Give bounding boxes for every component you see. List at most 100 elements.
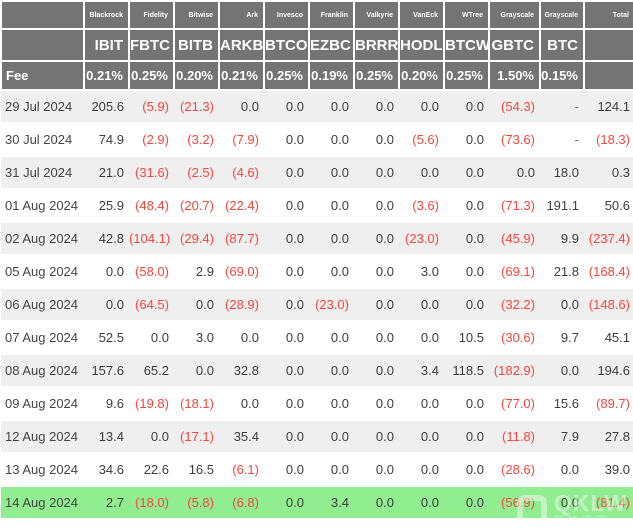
flow-cell: 0.0 (399, 420, 444, 454)
flow-cell: 0.0 (264, 387, 309, 421)
flow-cell: 0.0 (354, 387, 399, 421)
total-cell: (148.6) (584, 288, 633, 322)
corner-cell (0, 0, 85, 30)
flow-cell: 10.5 (444, 321, 489, 355)
flow-cell: 0.0 (264, 420, 309, 454)
date-cell: 02 Aug 2024 (1, 222, 84, 256)
flow-cell: (6.8) (219, 486, 264, 520)
date-cell: 05 Aug 2024 (1, 255, 84, 289)
ticker-row: IBIT FBTC BITB ARKB BTCO EZBC BRRR HODL BTCW GBTC… (0, 28, 633, 62)
flow-cell: 0.0 (264, 90, 309, 124)
empty-header-cell (583, 60, 633, 91)
flow-cell: (87.7) (219, 222, 264, 256)
flow-cell: (23.0) (399, 222, 444, 256)
flow-cell: 0.0 (264, 354, 309, 388)
flow-cell: 42.8 (84, 222, 129, 256)
provider-label: Blackrock (83, 0, 130, 30)
etf-flow-table: Blackrock Fidelity Bitwise Ark Invesco Frankl… (0, 0, 633, 520)
flow-cell: 0.0 (264, 288, 309, 322)
table-row: 30 Jul 2024 74.9 (2.9) (3.2) (7.9) 0.0 0.0 0.0(… (1, 123, 633, 157)
flow-cell: 0.0 (84, 288, 129, 322)
flow-cell: (104.1) (129, 222, 174, 256)
fee-value: 0.25% (263, 60, 310, 91)
flow-cell: 0.0 (309, 90, 354, 124)
flow-cell: 2.9 (174, 255, 219, 289)
flow-cell: 0.0 (444, 189, 489, 223)
flow-cell: (2.5) (174, 156, 219, 190)
ticker-label: BTCO (263, 28, 310, 62)
flow-cell: 0.0 (129, 321, 174, 355)
flow-cell: 0.0 (444, 453, 489, 487)
provider-label: Valkyrie (353, 0, 400, 30)
table-row: 31 Jul 2024 21.0 (31.6) (2.5) (4.6) 0.0 0.0 0.0… (1, 156, 633, 190)
flow-cell: (19.8) (129, 387, 174, 421)
ticker-label: BTCW (443, 28, 490, 62)
flow-cell: 205.6 (84, 90, 129, 124)
flow-cell: 0.0 (444, 222, 489, 256)
ticker-label: HODL (398, 28, 445, 62)
flow-cell: 0.0 (354, 420, 399, 454)
ticker-label: EZBC (308, 28, 355, 62)
flow-cell: 0.0 (309, 222, 354, 256)
ticker-label: ARKB (218, 28, 265, 62)
total-cell: (168.4) (584, 255, 633, 289)
date-cell: 08 Aug 2024 (1, 354, 84, 388)
table-row: 13 Aug 2024 34.6 22.6 16.5 (6.1) 0.0 0.0 0.0 0.0… (1, 453, 633, 487)
flow-cell: 0.0 (444, 486, 489, 520)
fee-value: 1.50% (488, 60, 541, 91)
flow-cell: 191.1 (540, 189, 584, 223)
flow-cell: 0.0 (354, 156, 399, 190)
ticker-label: BRRR (353, 28, 400, 62)
flow-cell: (5.9) (129, 90, 174, 124)
flow-cell: 0.0 (540, 453, 584, 487)
flow-cell: (28.9) (219, 288, 264, 322)
flow-cell: 0.0 (309, 453, 354, 487)
flow-cell: (71.3) (489, 189, 540, 223)
date-cell: 06 Aug 2024 (1, 288, 84, 322)
flow-cell: 0.0 (309, 420, 354, 454)
fee-value: 0.25% (128, 60, 175, 91)
provider-label: Grayscale (488, 0, 541, 30)
fee-value: 0.25% (443, 60, 490, 91)
flow-cell: 22.6 (129, 453, 174, 487)
flow-cell: 21.0 (84, 156, 129, 190)
table-header: Blackrock Fidelity Bitwise Ark Invesco Frankl… (0, 0, 633, 91)
flow-cell: 0.0 (354, 288, 399, 322)
flow-cell: 25.9 (84, 189, 129, 223)
fee-value: 0.21% (83, 60, 130, 91)
table-row: 05 Aug 2024 0.0 (58.0) 2.9 (69.0) 0.0 0.0 0.0 3.… (1, 255, 633, 289)
ticker-label: FBTC (128, 28, 175, 62)
flow-cell: 0.0 (399, 453, 444, 487)
flow-cell: 0.0 (399, 156, 444, 190)
flow-cell: (69.0) (219, 255, 264, 289)
table-row: 07 Aug 2024 52.5 0.0 3.0 0.0 0.0 0.0 0.0 0.0 10.5… (1, 321, 633, 355)
flow-cell: (17.1) (174, 420, 219, 454)
flow-cell: 3.0 (174, 321, 219, 355)
flow-cell: 0.0 (84, 255, 129, 289)
flow-cell: 0.0 (174, 288, 219, 322)
total-cell: 124.1 (584, 90, 633, 124)
flow-cell: (182.9) (489, 354, 540, 388)
flow-cell: 0.0 (444, 420, 489, 454)
fee-value: 0.20% (398, 60, 445, 91)
flow-cell: 3.4 (309, 486, 354, 520)
flow-cell: 0.0 (309, 354, 354, 388)
total-cell: 50.6 (584, 189, 633, 223)
flow-cell: 0.0 (174, 354, 219, 388)
flow-cell: (29.4) (174, 222, 219, 256)
flow-cell: (11.8) (489, 420, 540, 454)
flow-cell: (28.6) (489, 453, 540, 487)
flow-cell: (22.4) (219, 189, 264, 223)
flow-cell: 0.0 (264, 123, 309, 157)
empty-header-cell (583, 28, 633, 62)
flow-cell: 0.0 (444, 387, 489, 421)
table-row: 14 Aug 2024 2.7 (18.0) (5.8) (6.8) 0.0 3.4 0.0 0… (1, 486, 633, 520)
flow-cell: 3.4 (399, 354, 444, 388)
total-cell: 39.0 (584, 453, 633, 487)
flow-cell: 2.7 (84, 486, 129, 520)
flow-cell: (5.6) (399, 123, 444, 157)
flow-cell: 0.0 (489, 156, 540, 190)
table-body: 29 Jul 2024 205.6 (5.9) (21.3) 0.0 0.0 0.0 0.0 0… (1, 90, 633, 520)
fee-value: 0.21% (218, 60, 265, 91)
ticker-label: GBTC (488, 28, 541, 62)
